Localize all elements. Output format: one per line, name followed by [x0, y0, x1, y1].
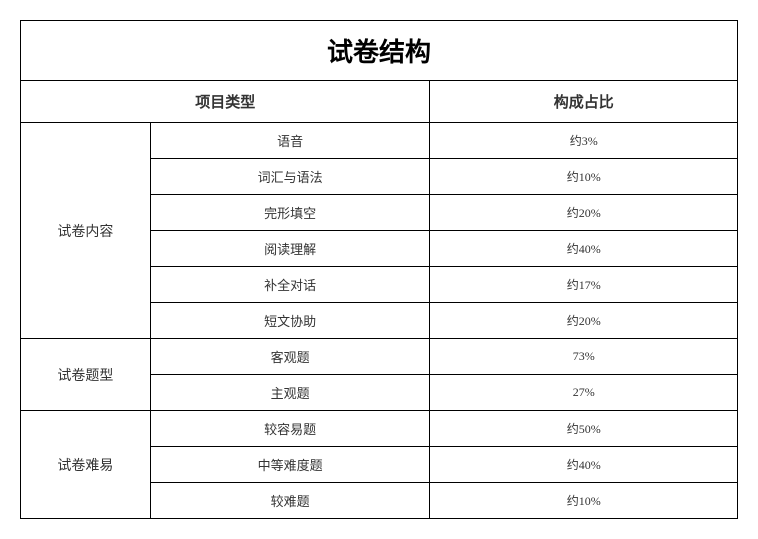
ratio-cell: 约40%	[430, 447, 738, 483]
table-title: 试卷结构	[21, 21, 738, 81]
item-cell: 阅读理解	[150, 231, 430, 267]
ratio-cell: 约50%	[430, 411, 738, 447]
ratio-cell: 27%	[430, 375, 738, 411]
item-cell: 语音	[150, 123, 430, 159]
item-cell: 较容易题	[150, 411, 430, 447]
table-row: 试卷难易 较容易题 约50%	[21, 411, 738, 447]
item-cell: 较难题	[150, 483, 430, 519]
item-cell: 短文协助	[150, 303, 430, 339]
header-ratio: 构成占比	[430, 81, 738, 123]
table-row: 试卷内容 语音 约3%	[21, 123, 738, 159]
ratio-cell: 约17%	[430, 267, 738, 303]
category-type: 试卷题型	[21, 339, 151, 411]
table-container: 试卷结构 项目类型 构成占比 试卷内容 语音 约3% 词汇与语法 约10% 完形…	[20, 20, 738, 519]
ratio-cell: 约10%	[430, 483, 738, 519]
item-cell: 词汇与语法	[150, 159, 430, 195]
ratio-cell: 约20%	[430, 195, 738, 231]
ratio-cell: 约3%	[430, 123, 738, 159]
header-item-type: 项目类型	[21, 81, 430, 123]
structure-table: 试卷结构 项目类型 构成占比 试卷内容 语音 约3% 词汇与语法 约10% 完形…	[20, 20, 738, 519]
category-content: 试卷内容	[21, 123, 151, 339]
title-row: 试卷结构	[21, 21, 738, 81]
category-difficulty: 试卷难易	[21, 411, 151, 519]
item-cell: 主观题	[150, 375, 430, 411]
ratio-cell: 73%	[430, 339, 738, 375]
item-cell: 完形填空	[150, 195, 430, 231]
item-cell: 中等难度题	[150, 447, 430, 483]
ratio-cell: 约10%	[430, 159, 738, 195]
ratio-cell: 约40%	[430, 231, 738, 267]
ratio-cell: 约20%	[430, 303, 738, 339]
table-row: 试卷题型 客观题 73%	[21, 339, 738, 375]
header-row: 项目类型 构成占比	[21, 81, 738, 123]
item-cell: 补全对话	[150, 267, 430, 303]
item-cell: 客观题	[150, 339, 430, 375]
